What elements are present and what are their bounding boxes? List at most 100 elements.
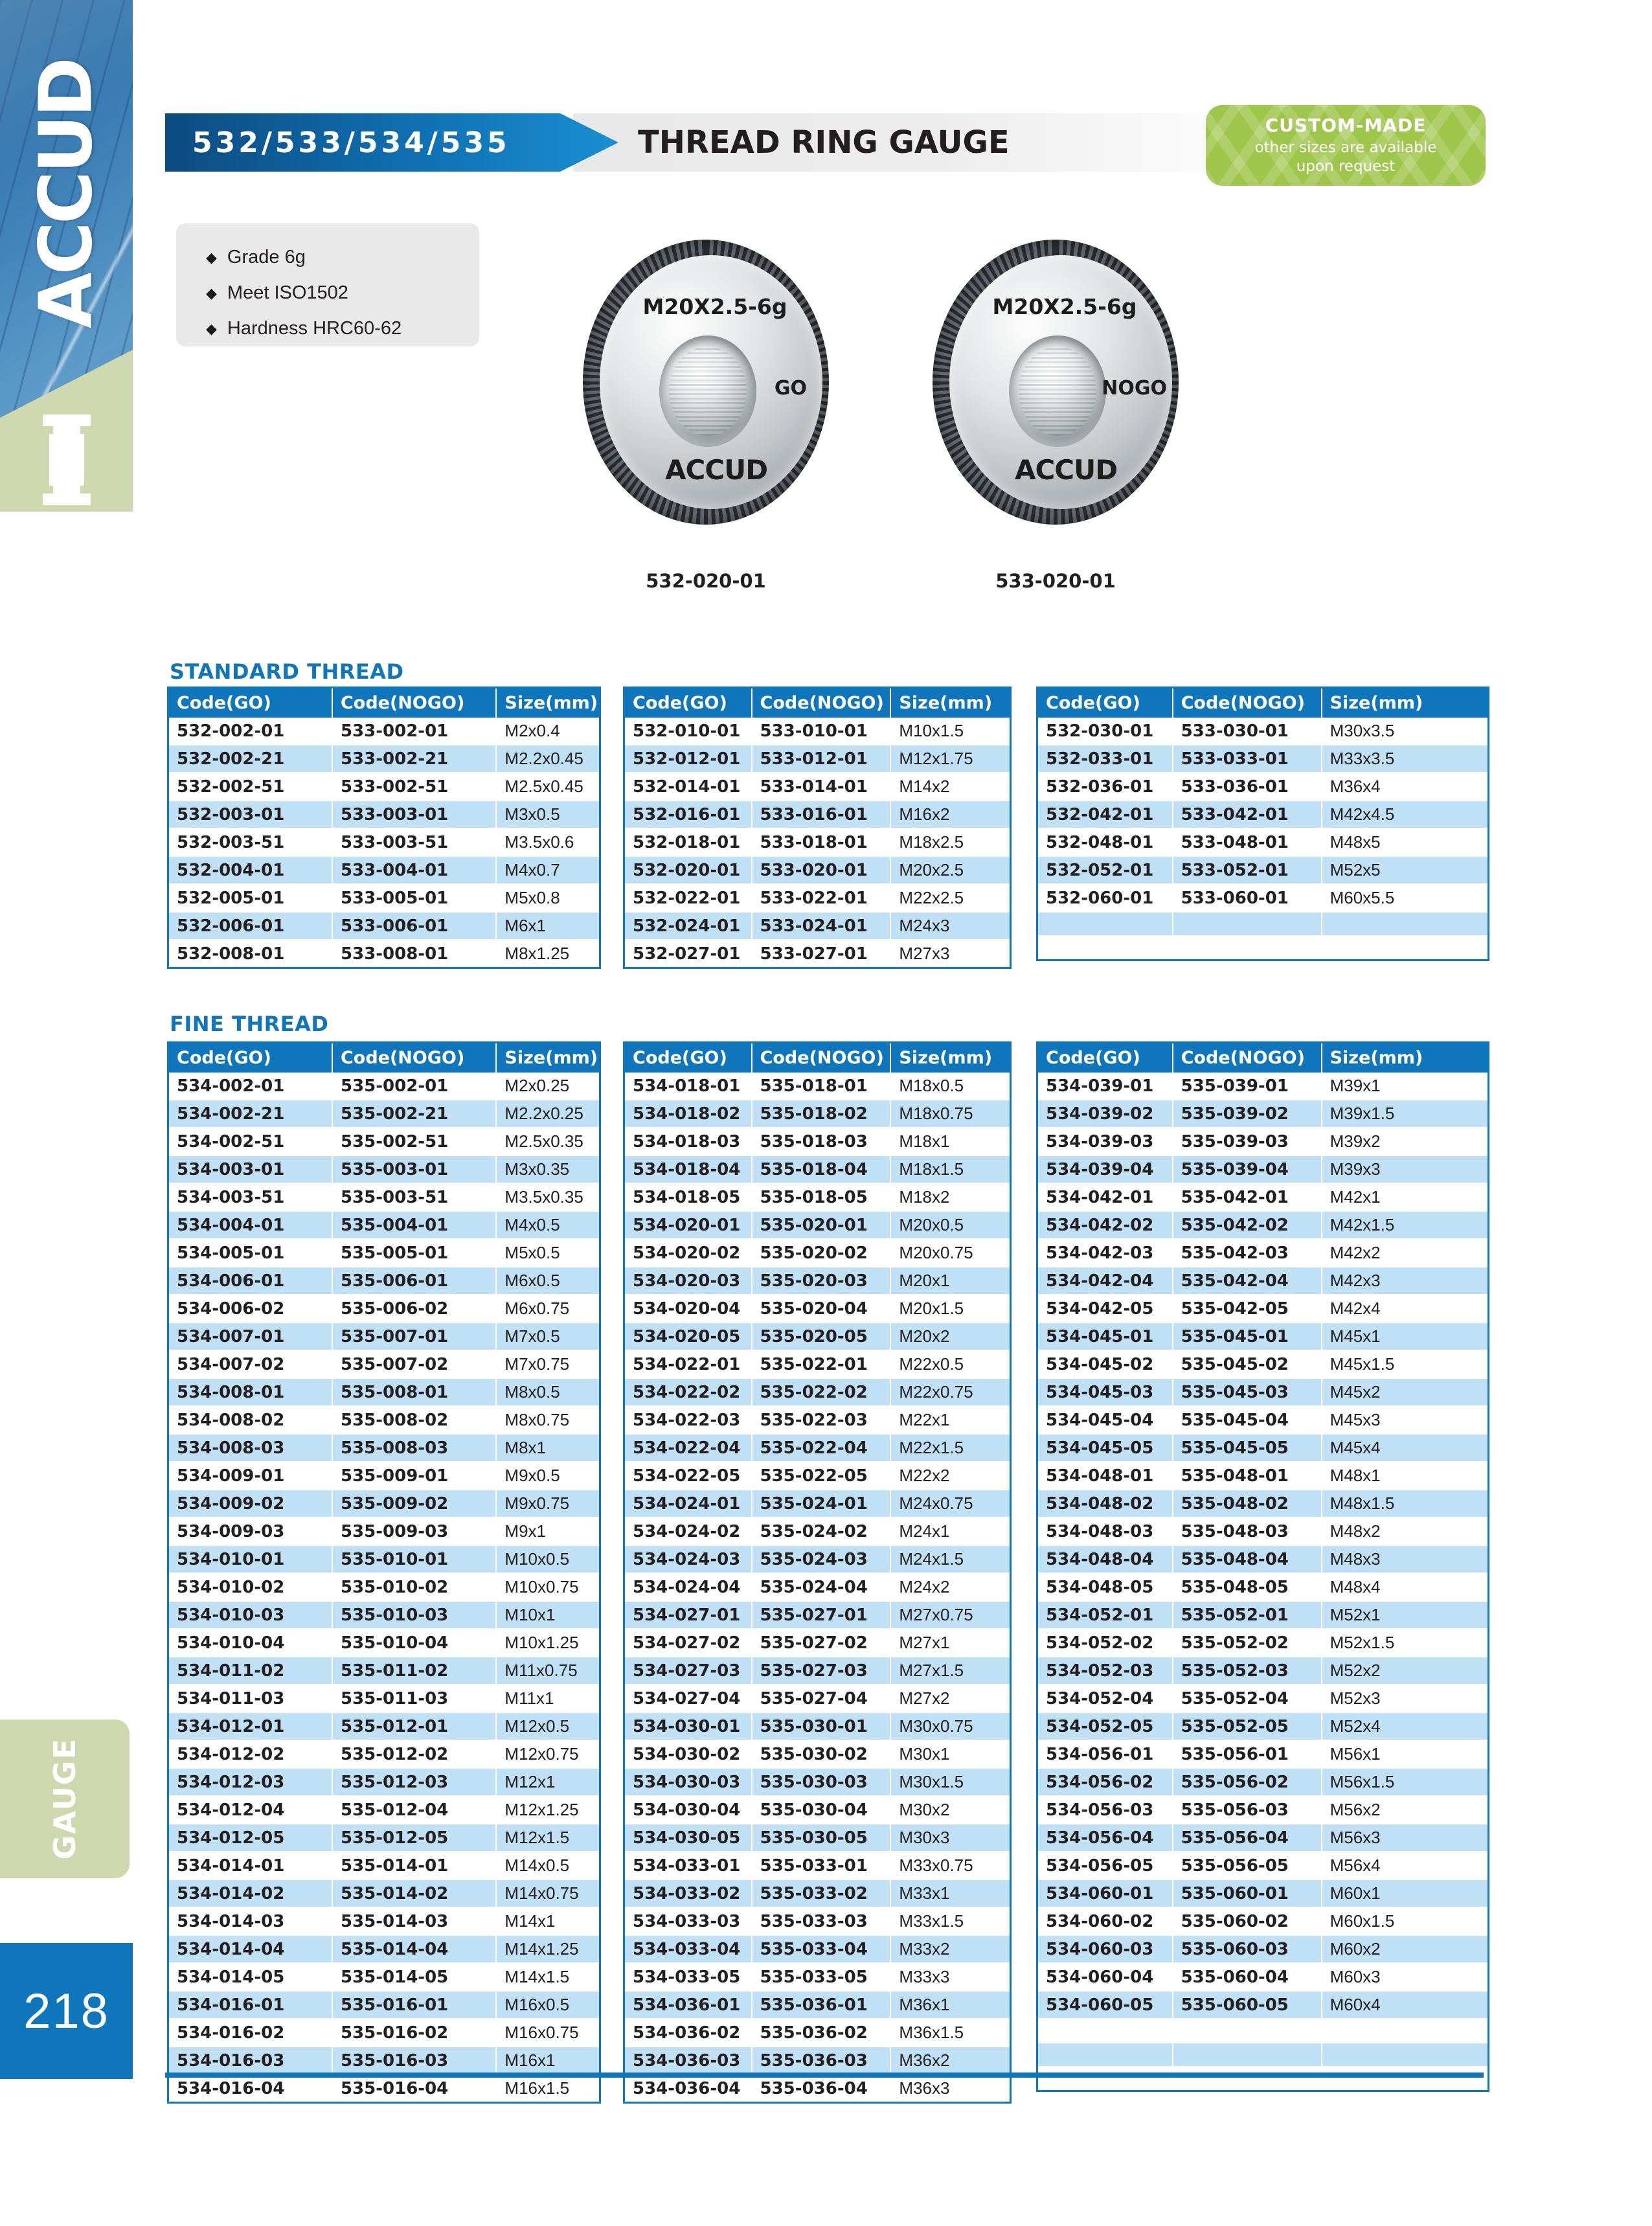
cell-size: M14x1 bbox=[496, 1907, 600, 1936]
feature-list: ◆ Grade 6g ◆ Meet ISO1502 ◆ Hardness HRC… bbox=[176, 223, 479, 346]
column-header-1: Code(NOGO) bbox=[1172, 687, 1322, 718]
cell-code-nogo: 535-018-03 bbox=[751, 1128, 892, 1156]
cell-size: M27x1 bbox=[890, 1629, 1011, 1657]
table-row: 534-060-03 535-060-03 M60x2 bbox=[1037, 1935, 1489, 1964]
column-header-2: Size(mm) bbox=[1321, 1042, 1489, 1073]
cell-code-go: 534-003-51 bbox=[168, 1183, 333, 1212]
cell-code-nogo: 535-052-01 bbox=[1172, 1601, 1322, 1630]
cell-size: M14x1.5 bbox=[496, 1963, 600, 1992]
table-row: 534-060-01 535-060-01 M60x1 bbox=[1037, 1880, 1489, 1908]
cell-size: M42x4.5 bbox=[1321, 801, 1489, 829]
table-row: 534-003-01 535-003-01 M3x0.35 bbox=[168, 1155, 600, 1184]
feature-label: Meet ISO1502 bbox=[227, 282, 348, 303]
list-item: ◆ Meet ISO1502 bbox=[206, 282, 479, 304]
cell-size: M2x0.4 bbox=[496, 718, 600, 745]
table-row: 534-004-01 535-004-01 M4x0.5 bbox=[168, 1211, 600, 1240]
cell-code-go: 532-002-01 bbox=[168, 718, 333, 745]
cell-code-go: 534-024-02 bbox=[624, 1517, 752, 1546]
cell-code-nogo: 535-045-02 bbox=[1172, 1350, 1322, 1379]
cell-code-go: 532-060-01 bbox=[1037, 884, 1173, 913]
table-row: 534-002-51 535-002-51 M2.5x0.35 bbox=[168, 1128, 600, 1156]
table-row bbox=[1037, 2043, 1489, 2067]
cell-code-go: 534-056-03 bbox=[1037, 1796, 1173, 1824]
table-row: 534-018-03 535-018-03 M18x1 bbox=[624, 1128, 1011, 1156]
table-row: 534-036-01 535-036-01 M36x1 bbox=[624, 1991, 1011, 2019]
cell-code-go: 532-020-01 bbox=[624, 856, 752, 885]
cell-size: M45x3 bbox=[1321, 1406, 1489, 1435]
table-row: 534-002-21 535-002-21 M2.2x0.25 bbox=[168, 1100, 600, 1128]
cell-code-nogo: 533-008-01 bbox=[332, 940, 497, 969]
cell-code-nogo: 533-004-01 bbox=[332, 856, 497, 885]
cell-size: M20x0.75 bbox=[890, 1239, 1011, 1267]
cell-code-nogo: 533-052-01 bbox=[1172, 856, 1322, 885]
cell-code-nogo: 535-024-02 bbox=[751, 1517, 892, 1546]
table-row: 534-042-03 535-042-03 M42x2 bbox=[1037, 1239, 1489, 1267]
cell-code-go: 534-018-05 bbox=[624, 1183, 752, 1212]
cell-size: M14x0.5 bbox=[496, 1852, 600, 1880]
cell-size: M18x0.5 bbox=[890, 1073, 1011, 1100]
cell-code-go: 534-048-04 bbox=[1037, 1545, 1173, 1574]
cell-code-go: 534-060-05 bbox=[1037, 1991, 1173, 2019]
cell-code-go: 534-052-05 bbox=[1037, 1712, 1173, 1741]
product-code-label: 532/533/534/535 bbox=[192, 126, 510, 159]
cell-code-nogo: 535-039-02 bbox=[1172, 1100, 1322, 1128]
table-row: 534-020-01 535-020-01 M20x0.5 bbox=[624, 1211, 1011, 1240]
cell-code-nogo: 535-060-01 bbox=[1172, 1880, 1322, 1908]
cell-size: M60x5.5 bbox=[1321, 884, 1489, 913]
table-row: 532-004-01 533-004-01 M4x0.7 bbox=[168, 856, 600, 885]
column-header-1: Code(NOGO) bbox=[332, 687, 497, 718]
cell-size: M20x2 bbox=[890, 1323, 1011, 1351]
cell-code-go: 534-045-03 bbox=[1037, 1378, 1173, 1407]
cell-code-nogo: 535-056-02 bbox=[1172, 1768, 1322, 1797]
ring-brand-label: ACCUD bbox=[664, 454, 768, 486]
cell-code-go: 534-024-04 bbox=[624, 1573, 752, 1602]
cell-size: M60x1.5 bbox=[1321, 1907, 1489, 1936]
cell-code-go: 534-020-05 bbox=[624, 1323, 752, 1351]
table-fine-thread-2: Code(GO) Code(NOGO) Size(mm) 534-018-01 535-… bbox=[623, 1041, 1012, 2104]
cell-code-nogo: 535-056-01 bbox=[1172, 1740, 1322, 1769]
table-row: 532-002-21 533-002-21 M2.2x0.45 bbox=[168, 745, 600, 773]
cell-code-nogo: 535-020-05 bbox=[751, 1323, 892, 1351]
cell-code-go: 534-060-03 bbox=[1037, 1935, 1173, 1964]
cell-code-nogo: 535-006-01 bbox=[332, 1267, 497, 1295]
table-row: 534-006-01 535-006-01 M6x0.5 bbox=[168, 1267, 600, 1295]
cell-code-go: 532-005-01 bbox=[168, 884, 333, 913]
cell-size: M7x0.75 bbox=[496, 1350, 600, 1379]
cell-code-nogo: 535-006-02 bbox=[332, 1295, 497, 1323]
cell-size: M33x1 bbox=[890, 1880, 1011, 1908]
cell-code-nogo: 535-007-01 bbox=[332, 1323, 497, 1351]
cell-code-nogo: 535-027-02 bbox=[751, 1629, 892, 1657]
cell-code-go: 534-036-03 bbox=[624, 2047, 752, 2075]
cell-code-nogo: 535-022-05 bbox=[751, 1462, 892, 1490]
table-row: 532-022-01 533-022-01 M22x2.5 bbox=[624, 884, 1011, 913]
cell-code-nogo: 535-018-05 bbox=[751, 1183, 892, 1212]
cell-code-go: 534-060-02 bbox=[1037, 1907, 1173, 1936]
cell-size: M9x0.75 bbox=[496, 1490, 600, 1518]
table-row bbox=[1037, 2067, 1489, 2091]
product-image-nogo: M20X2.5-6g NOGO ACCUD bbox=[933, 240, 1179, 525]
table-row: 534-056-02 535-056-02 M56x1.5 bbox=[1037, 1768, 1489, 1797]
table-row: 532-042-01 533-042-01 M42x4.5 bbox=[1037, 801, 1489, 829]
category-tab-gauge[interactable]: GAUGE bbox=[0, 1720, 130, 1878]
table-row: 534-048-03 535-048-03 M48x2 bbox=[1037, 1517, 1489, 1546]
cell-code-go: 534-030-04 bbox=[624, 1796, 752, 1824]
cell-code-go: 534-027-04 bbox=[624, 1685, 752, 1713]
cell-code-go: 534-002-51 bbox=[168, 1128, 333, 1156]
cell-size: M11x0.75 bbox=[496, 1657, 600, 1685]
cell-code-go: 532-004-01 bbox=[168, 856, 333, 885]
cell-code-nogo: 535-016-03 bbox=[332, 2047, 497, 2075]
table-row: 532-052-01 533-052-01 M52x5 bbox=[1037, 856, 1489, 885]
cell-code-go: 534-039-04 bbox=[1037, 1155, 1173, 1184]
cell-code-go: 532-002-21 bbox=[168, 745, 333, 773]
column-header-0: Code(GO) bbox=[168, 687, 333, 718]
cell-code-nogo: 535-024-04 bbox=[751, 1573, 892, 1602]
cell-size: M5x0.5 bbox=[496, 1239, 600, 1267]
cell-code-go: 534-060-04 bbox=[1037, 1963, 1173, 1992]
cell-code-go: 534-056-01 bbox=[1037, 1740, 1173, 1769]
cell-code-nogo: 535-042-01 bbox=[1172, 1183, 1322, 1212]
table-row: 534-030-02 535-030-02 M30x1 bbox=[624, 1740, 1011, 1769]
cell-size: M3x0.35 bbox=[496, 1155, 600, 1184]
table-row: 534-020-05 535-020-05 M20x2 bbox=[624, 1323, 1011, 1351]
table-row: 534-022-01 535-022-01 M22x0.5 bbox=[624, 1350, 1011, 1379]
cell-code-nogo: 535-033-03 bbox=[751, 1907, 892, 1936]
